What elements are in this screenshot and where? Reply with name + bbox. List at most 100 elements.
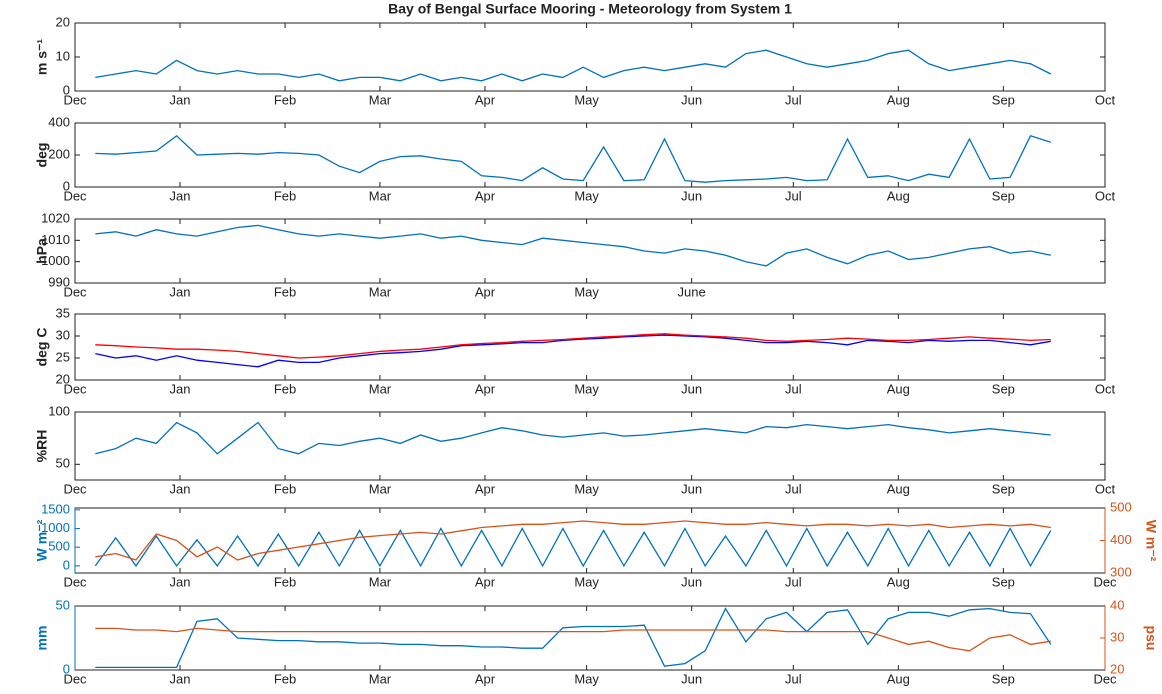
x-tick-label: Sep (992, 188, 1015, 203)
x-tick-label: Jul (785, 92, 802, 107)
y-axis-label: mm (34, 626, 50, 651)
y-tick-label: 200 (48, 146, 70, 161)
x-tick-label: Mar (369, 188, 392, 203)
y2-axis-label: W m⁻² (1143, 520, 1159, 562)
plot-area (75, 23, 1105, 91)
plot-frame (74, 122, 1106, 188)
plot-area (75, 219, 1105, 283)
x-tick-label: Sep (992, 671, 1015, 686)
plot-area (75, 123, 1105, 187)
data-line (95, 49, 1052, 82)
y-axis-label: %RH (34, 430, 50, 463)
x-tick-label: Feb (274, 381, 296, 396)
x-tick-label: Oct (1095, 381, 1116, 396)
plot-frame (74, 411, 1106, 481)
x-tick-label: Feb (274, 481, 296, 496)
x-tick-label: Jun (681, 671, 702, 686)
x-tick-label: Jul (785, 574, 802, 589)
x-tick-label: Jun (681, 381, 702, 396)
data-line (95, 627, 1051, 652)
y-tick-label: 25 (56, 349, 70, 364)
y-tick-label: 10 (56, 48, 70, 63)
x-tick-label: Sep (992, 481, 1015, 496)
x-tick-label: Feb (274, 284, 296, 299)
x-tick-label: Jun (681, 481, 702, 496)
x-tick-label: Jan (170, 381, 191, 396)
x-tick-label: May (574, 671, 599, 686)
x-tick-label: Aug (887, 671, 910, 686)
x-tick-label: Apr (475, 381, 496, 396)
x-tick-label: Mar (369, 284, 392, 299)
y-tick-label: 50 (56, 456, 70, 471)
x-tick-label: Feb (274, 92, 296, 107)
y-tick-label: 0 (63, 661, 70, 676)
y-tick-label: 30 (56, 327, 70, 342)
y-tick-label: 1000 (41, 520, 70, 535)
x-tick-label: Jan (170, 671, 191, 686)
y-tick-label: 1020 (41, 210, 70, 225)
y-tick-label: 100 (48, 403, 70, 418)
x-tick-label: Dec (63, 381, 87, 396)
y-tick-label: 20 (56, 371, 70, 386)
y2-tick-label: 40 (1110, 597, 1124, 612)
x-tick-label: Apr (475, 188, 496, 203)
x-tick-label: Mar (369, 671, 392, 686)
data-line (95, 520, 1051, 561)
plot-area (75, 508, 1105, 573)
y2-tick-label: 20 (1110, 661, 1124, 676)
x-tick-label: Jul (785, 671, 802, 686)
data-line (95, 333, 1051, 359)
data-line (94, 527, 1052, 568)
data-line (95, 607, 1052, 669)
x-tick-label: Jan (170, 574, 191, 589)
x-tick-label: Feb (274, 188, 296, 203)
y-tick-label: 50 (56, 597, 70, 612)
x-tick-label: Aug (887, 381, 910, 396)
plot-frame (74, 218, 1106, 284)
x-tick-label: Apr (475, 481, 496, 496)
chart-title: Bay of Bengal Surface Mooring - Meteorol… (388, 1, 792, 17)
x-tick-label: Mar (369, 381, 392, 396)
x-tick-label: Dec (63, 284, 87, 299)
x-tick-label: Aug (887, 574, 910, 589)
y-tick-label: 400 (48, 114, 70, 129)
plot-frame (74, 22, 1106, 92)
y-axis-label: deg (34, 143, 50, 168)
x-tick-label: Jan (170, 284, 191, 299)
x-tick-label: Oct (1095, 188, 1116, 203)
x-tick-label: Mar (369, 574, 392, 589)
x-tick-label: Oct (1095, 92, 1116, 107)
x-tick-label: Dec (1093, 574, 1117, 589)
plot-area (75, 314, 1105, 380)
x-tick-label: Oct (1095, 481, 1116, 496)
x-tick-label: Sep (992, 92, 1015, 107)
x-tick-label: May (574, 574, 599, 589)
x-tick-label: Apr (475, 671, 496, 686)
y2-tick-label: 30 (1110, 629, 1124, 644)
x-tick-label: Dec (63, 671, 87, 686)
x-tick-label: Jul (785, 188, 802, 203)
x-tick-label: May (574, 188, 599, 203)
x-tick-label: Dec (63, 92, 87, 107)
x-tick-label: Feb (274, 574, 296, 589)
y-tick-label: 0 (63, 178, 70, 193)
y2-tick-label: 400 (1110, 532, 1132, 547)
x-tick-label: Jul (785, 481, 802, 496)
plot-area (75, 412, 1105, 480)
x-tick-label: Mar (369, 481, 392, 496)
y-tick-label: 1500 (41, 501, 70, 516)
data-line (95, 224, 1051, 267)
x-tick-label: Jul (785, 381, 802, 396)
x-tick-label: Jun (681, 188, 702, 203)
y-tick-label: 0 (63, 82, 70, 97)
x-tick-label: Apr (475, 284, 496, 299)
x-tick-label: Jun (681, 92, 702, 107)
x-tick-label: May (574, 381, 599, 396)
data-line (95, 334, 1051, 368)
x-tick-label: Aug (887, 481, 910, 496)
x-tick-label: Sep (992, 574, 1015, 589)
y2-axis-label: psu (1143, 626, 1159, 651)
x-tick-label: Apr (475, 574, 496, 589)
plot-frame (74, 313, 1106, 381)
